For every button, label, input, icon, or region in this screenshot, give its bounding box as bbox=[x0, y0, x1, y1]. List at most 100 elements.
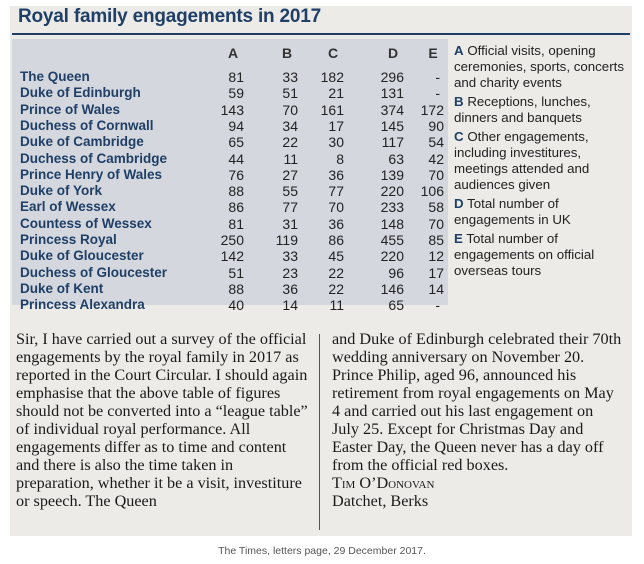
letter-location: Datchet, Berks bbox=[332, 492, 429, 510]
source-caption: The Times, letters page, 29 December 201… bbox=[218, 545, 426, 557]
table-row: Prince of Wales 143 70 161 374 172 bbox=[12, 102, 448, 118]
table-row: Duke of Edinburgh 59 51 21 131 - bbox=[12, 85, 448, 101]
legend-key: E bbox=[454, 231, 463, 246]
table-cell-d: 220 bbox=[380, 183, 404, 200]
table-cell-a: 51 bbox=[228, 264, 244, 281]
royal-name: Duke of Kent bbox=[20, 280, 104, 296]
table-cell-a: 88 bbox=[228, 183, 244, 200]
legend-item: A Official visits, opening ceremonies, s… bbox=[454, 43, 630, 91]
legend-text: Total number of engagements on official … bbox=[454, 231, 595, 278]
letter-column-2: and Duke of Edinburgh celebrated their 7… bbox=[332, 330, 622, 510]
table-cell-d: 148 bbox=[380, 215, 404, 232]
legend-key: D bbox=[454, 196, 464, 211]
column-header-d: D bbox=[387, 45, 399, 61]
table-row: Princess Alexandra 40 14 11 65 - bbox=[12, 297, 448, 313]
table-cell-a: 44 bbox=[228, 150, 244, 167]
table-cell-d: 139 bbox=[380, 166, 404, 183]
table-cell-c: 22 bbox=[328, 264, 344, 281]
table-cell-d: 63 bbox=[388, 150, 404, 167]
table-cell-c: 30 bbox=[328, 134, 344, 151]
legend-item: E Total number of engagements on officia… bbox=[454, 231, 630, 279]
royal-name: Prince Henry of Wales bbox=[20, 166, 163, 182]
royal-name: Earl of Wessex bbox=[20, 199, 116, 215]
table-cell-e: 58 bbox=[428, 199, 444, 216]
letter-signature: Tim O’Donovan bbox=[332, 474, 435, 492]
letter-body-2: and Duke of Edinburgh celebrated their 7… bbox=[332, 330, 622, 474]
royal-name: Prince of Wales bbox=[20, 101, 121, 117]
table-cell-c: 17 bbox=[328, 117, 344, 134]
table-cell-d: 146 bbox=[380, 280, 404, 297]
royal-name: Countess of Wessex bbox=[20, 215, 152, 231]
table-cell-b: 36 bbox=[282, 280, 298, 297]
table-cell-c: 36 bbox=[328, 166, 344, 183]
table-row: Countess of Wessex 81 31 36 148 70 bbox=[12, 216, 448, 232]
table-cell-b: 119 bbox=[275, 232, 298, 248]
royal-name: Duchess of Cambridge bbox=[20, 150, 168, 166]
column-header-a: A bbox=[227, 45, 239, 61]
royal-name: Princess Royal bbox=[20, 232, 117, 247]
table-cell-d: 131 bbox=[380, 85, 404, 102]
table-cell-e: 12 bbox=[428, 248, 444, 265]
legend-text: Other engagements, including investiture… bbox=[454, 129, 590, 192]
table-cell-e: 14 bbox=[428, 280, 444, 297]
royal-name: Duke of Gloucester bbox=[20, 248, 144, 264]
table-cell-d: 220 bbox=[380, 248, 404, 265]
column-header-e: E bbox=[428, 45, 438, 61]
table-cell-b: 33 bbox=[282, 69, 298, 85]
legend-text: Receptions, lunches, dinners and banquet… bbox=[454, 94, 591, 125]
table-cell-b: 55 bbox=[282, 183, 298, 200]
table-cell-d: 65 bbox=[388, 297, 404, 314]
table-row: Duke of Kent 88 36 22 146 14 bbox=[12, 281, 448, 297]
table-cell-c: 70 bbox=[328, 199, 344, 216]
table-cell-c: 77 bbox=[328, 183, 344, 200]
table-cell-d: 296 bbox=[380, 69, 404, 85]
table-cell-c: 8 bbox=[336, 150, 344, 167]
table-cell-e: 85 bbox=[428, 232, 444, 248]
letter-column-1: Sir, I have carried out a survey of the … bbox=[16, 330, 308, 510]
table-cell-a: 81 bbox=[228, 215, 244, 232]
table-cell-a: 250 bbox=[220, 232, 244, 248]
royal-name: Duchess of Gloucester bbox=[20, 264, 168, 280]
table-cell-b: 23 bbox=[282, 264, 298, 281]
table-cell-a: 142 bbox=[220, 248, 244, 265]
table-row: Duchess of Cambridge 44 11 8 63 42 bbox=[12, 151, 448, 167]
table-cell-a: 40 bbox=[228, 297, 244, 314]
table-cell-e: 42 bbox=[428, 150, 444, 167]
table-cell-c: 36 bbox=[328, 215, 344, 232]
table-cell-a: 59 bbox=[228, 85, 244, 102]
table-cell-d: 374 bbox=[380, 101, 404, 118]
table-cell-a: 86 bbox=[228, 199, 244, 216]
column-divider bbox=[319, 334, 320, 530]
table-row: Duchess of Cornwall 94 34 17 145 90 bbox=[12, 118, 448, 134]
legend-key: C bbox=[454, 129, 464, 144]
table-cell-e: - bbox=[435, 69, 440, 85]
table-cell-e: 90 bbox=[428, 117, 444, 134]
table-cell-e: 172 bbox=[420, 101, 444, 118]
table-cell-b: 70 bbox=[282, 101, 298, 118]
table-cell-b: 77 bbox=[282, 199, 298, 216]
table-cell-b: 33 bbox=[282, 248, 298, 265]
legend-item: D Total number of engagements in UK bbox=[454, 196, 630, 228]
table-row: Duke of Cambridge 65 22 30 117 54 bbox=[12, 134, 448, 150]
table-cell-a: 143 bbox=[220, 101, 244, 118]
legend-key: B bbox=[454, 94, 464, 109]
table-cell-c: 45 bbox=[328, 248, 344, 265]
royal-name: Duke of York bbox=[20, 183, 103, 199]
royal-name: Duchess of Cornwall bbox=[20, 117, 154, 133]
table-cell-e: 54 bbox=[428, 134, 444, 151]
legend-item: B Receptions, lunches, dinners and banqu… bbox=[454, 94, 630, 126]
table-cell-a: 76 bbox=[228, 166, 244, 183]
table-cell-c: 11 bbox=[329, 297, 344, 314]
table-row: Earl of Wessex 86 77 70 233 58 bbox=[12, 199, 448, 215]
royal-name: Duke of Cambridge bbox=[20, 134, 144, 150]
table-cell-c: 22 bbox=[328, 280, 344, 297]
title-rule bbox=[12, 33, 630, 35]
table-cell-a: 65 bbox=[228, 134, 244, 151]
legend-text: Official visits, opening ceremonies, spo… bbox=[454, 43, 624, 90]
table-cell-e: - bbox=[435, 297, 440, 314]
table-cell-e: 70 bbox=[428, 215, 444, 232]
table-row: Prince Henry of Wales 76 27 36 139 70 bbox=[12, 167, 448, 183]
table-cell-d: 117 bbox=[381, 134, 404, 151]
royal-name: Duke of Edinburgh bbox=[20, 85, 141, 101]
